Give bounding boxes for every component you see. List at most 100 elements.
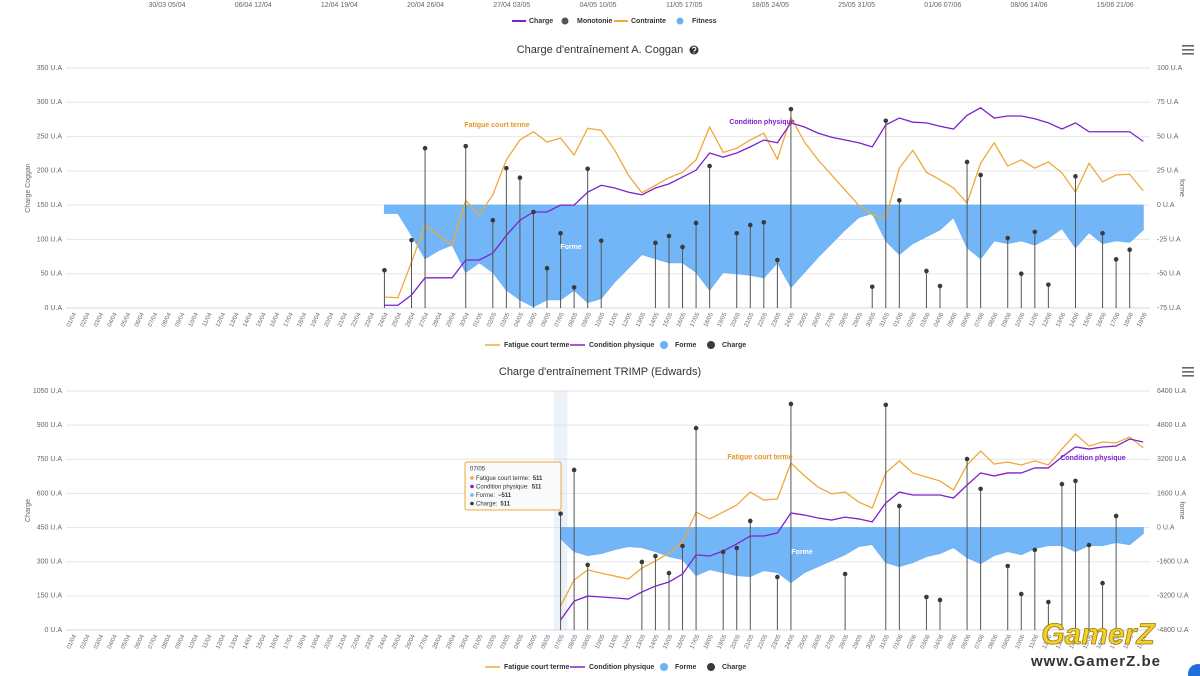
lollipop-head [1100,230,1105,236]
legend-label: Fitness [692,18,717,25]
lollipop-head [734,230,740,236]
y-tick-label: 300 U.A [37,99,63,106]
y2-tick-label: 3200 U.A [1157,456,1187,463]
menu-bar [1182,371,1194,373]
tooltip-label: Charge: [476,501,498,507]
week-label: 18/05 24/05 [752,2,789,9]
legend-symbol [676,17,684,25]
y2-tick-label: 0 U.A [1157,202,1175,209]
y-tick-label: 450 U.A [37,524,63,531]
y-tick-label: 150 U.A [37,593,63,600]
y2-tick-label: 0 U.A [1157,524,1175,531]
lollipop-head [924,594,929,600]
lollipop-head [747,222,753,228]
tooltip-item: Charge: 511 [476,501,511,507]
y2-tick-label: 50 U.A [1157,133,1179,140]
menu-button[interactable] [1182,45,1194,55]
lollipop-head [1113,257,1119,262]
lollipop-head [382,267,387,273]
y2-tick-label: 1600 U.A [1157,490,1187,497]
lollipop-head [585,166,590,172]
menu-bar [1182,375,1194,377]
x-tick-label: 11/04 [202,633,214,649]
tooltip-label: Condition physique: [476,484,529,490]
y-tick-label: 200 U.A [37,168,63,175]
lollipop-head [897,503,902,509]
chat-button[interactable] [1188,664,1200,676]
lollipop-head [842,571,848,577]
legend-label[interactable]: Charge [722,664,746,671]
lollipop-head [734,545,740,551]
legend-label[interactable]: Fatigue court terme [504,664,569,671]
y2-axis-title: forme [1178,179,1185,197]
lollipop-head [883,402,889,408]
lollipop-head [517,175,523,181]
lollipop-head [937,283,943,289]
tooltip-value: 511 [532,484,542,490]
tooltip-box [464,461,562,511]
legend-label[interactable]: Condition physique [589,664,654,671]
week-label: 20/04 26/04 [407,2,444,9]
help-glyph [691,46,697,52]
y2-tick-label: 25 U.A [1157,168,1179,175]
y-tick-label: 50 U.A [41,271,63,278]
lollipop-head [1032,229,1038,235]
lollipop-head [1018,271,1024,277]
lollipop-head [666,570,672,576]
tooltip-item: Fatigue court terme: 511 [476,476,543,482]
y2-tick-label: 75 U.A [1157,99,1179,106]
legend-label[interactable]: Fatigue court terme [504,342,569,349]
tooltip-item: Condition physique: 511 [476,484,542,490]
legend-label[interactable]: Forme [675,664,697,671]
lollipop-head [666,233,672,239]
lollipop-head [1032,547,1038,553]
y-tick-label: 150 U.A [37,202,63,209]
tooltip-value: 511 [533,476,543,482]
week-label: 04/05 10/05 [580,2,617,9]
lollipop-head [707,163,712,169]
legend-symbol [707,341,715,349]
lollipop-head [883,118,889,124]
y2-tick-label: 4800 U.A [1157,422,1187,429]
legend-symbol [660,663,668,671]
legend-label[interactable]: Condition physique [589,342,654,349]
week-label: 15/06 21/06 [1097,2,1134,9]
lollipop-head [693,220,699,226]
help-icon[interactable] [689,45,699,55]
y-tick-label: 900 U.A [37,422,63,429]
tooltip-label: Fatigue court terme: [476,476,530,482]
lollipop-head [1005,563,1011,569]
annotation: Fatigue court terme [464,122,529,129]
crosshair [553,391,568,630]
tooltip-value: −511 [498,493,512,499]
tooltip-dot [470,484,474,489]
x-tick-label: 11/05 [608,633,620,649]
x-tick-label: 11/04 [202,311,214,327]
lollipop-head [1018,591,1024,597]
legend-label: Contrainte [631,18,666,25]
lollipop-head [964,456,970,462]
annotation: Fatigue court terme [727,454,792,461]
lollipop-head [1059,481,1065,487]
lollipop-head [978,486,983,492]
week-label: 30/03 05/04 [149,2,186,9]
lollipop-head [1113,513,1119,519]
menu-button[interactable] [1182,367,1194,377]
chart-title: Charge d'entraînement A. Coggan [517,44,684,56]
lollipop-head [463,143,469,149]
legend-label[interactable]: Charge [722,342,746,349]
lollipop-head [788,106,794,112]
lollipop-head [571,285,577,290]
menu-bar [1182,367,1194,369]
legend-label[interactable]: Forme [675,342,697,349]
lollipop-head [639,559,645,565]
tooltip-dot [470,493,474,497]
legend-label: Monotonie [577,18,612,25]
y-tick-label: 0 U.A [44,305,62,312]
lollipop-head [653,553,658,559]
help-circle [689,45,699,55]
lollipop-head [1073,174,1078,179]
y-tick-label: 350 U.A [37,65,63,72]
